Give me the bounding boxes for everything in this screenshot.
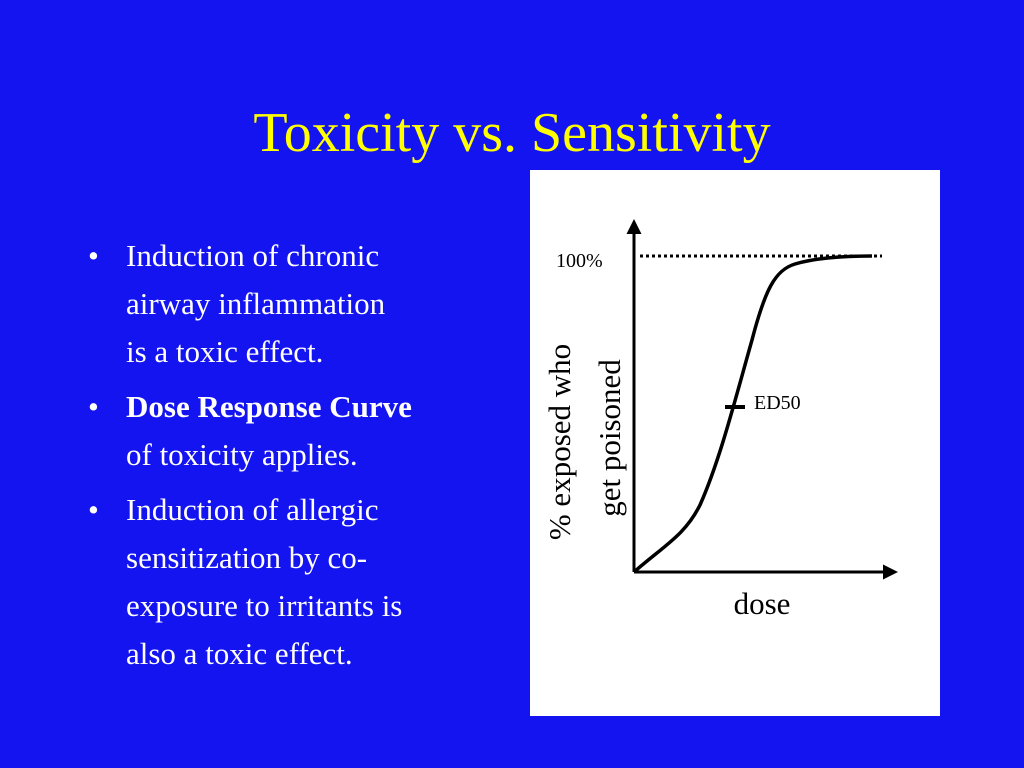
- midpoint-label: ED50: [754, 392, 801, 414]
- bullet-dot: •: [88, 389, 99, 424]
- y-axis-label: % exposed who: [542, 344, 577, 540]
- bullet-line: airway inflammation: [126, 286, 386, 321]
- bullet-line: Induction of allergic: [126, 492, 379, 527]
- y-axis-label: get poisoned: [592, 359, 627, 517]
- slide-title: Toxicity vs. Sensitivity: [253, 102, 771, 164]
- bullet: • Induction of allergic sensitization by…: [88, 486, 402, 678]
- bullet: • Dose Response Curve of toxicity applie…: [88, 383, 412, 479]
- bullet-text: Induction of chronic airway inflammation…: [126, 232, 385, 376]
- bullet-dot: •: [88, 492, 99, 527]
- bullet-line: is a toxic effect.: [126, 334, 324, 369]
- bullet-line: also a toxic effect.: [126, 636, 353, 671]
- bullet-line: exposure to irritants is: [126, 588, 403, 623]
- dose-response-curve: [632, 254, 873, 574]
- diagram-panel: [530, 170, 940, 716]
- bullet-text: Induction of allergic sensitization by c…: [126, 486, 402, 678]
- x-axis-label: dose: [734, 586, 791, 621]
- bullet-dot: •: [88, 238, 99, 273]
- bullet: • Induction of chronic airway inflammati…: [88, 232, 385, 376]
- bullet-line: of toxicity applies.: [126, 437, 358, 472]
- bullet-line: sensitization by co-: [126, 540, 368, 575]
- bullet-text: Dose Response Curve of toxicity applies.: [126, 383, 412, 479]
- top-label: 100%: [556, 250, 603, 272]
- bullet-line: Dose Response Curve: [126, 389, 412, 424]
- bullet-line: Induction of chronic: [126, 238, 380, 273]
